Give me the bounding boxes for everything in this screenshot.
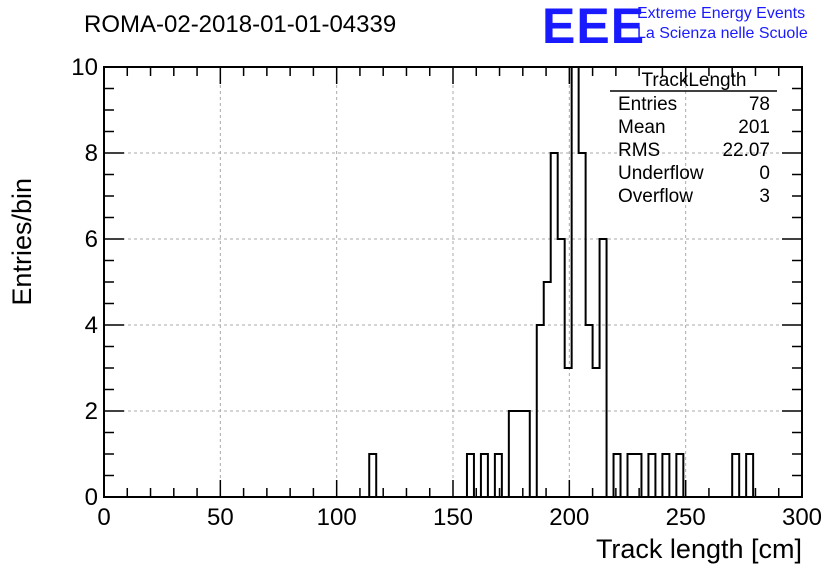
- histogram-line: [104, 66, 802, 498]
- x-tick-label: 50: [207, 504, 234, 531]
- x-tick-label: 250: [666, 504, 706, 531]
- stats-value-mean: 201: [738, 117, 770, 138]
- y-axis-label: Entries/bin: [7, 178, 37, 306]
- stats-label-entries: Entries: [618, 94, 677, 115]
- tick-labels: 0 50 100 150 200 250 300 0 2 4 6 8 10: [71, 54, 822, 531]
- x-axis-label: Track length [cm]: [596, 534, 802, 564]
- eee-subtitle-1: Extreme Energy Events: [637, 5, 805, 22]
- eee-logo: EEE: [542, 0, 645, 54]
- y-tick-label: 4: [85, 312, 98, 339]
- stats-value-rms: 22.07: [722, 140, 770, 161]
- plot-frame: [103, 66, 803, 498]
- y-tick-label: 6: [85, 226, 98, 253]
- x-tick-label: 100: [317, 504, 357, 531]
- stats-box: TrackLength Entries 78 Mean 201 RMS 22.0…: [610, 70, 777, 207]
- y-tick-label: 2: [85, 398, 98, 425]
- stats-label-underflow: Underflow: [618, 163, 704, 184]
- eee-subtitle-2: La Scienza nelle Scuole: [637, 25, 808, 42]
- y-tick-label: 0: [85, 484, 98, 511]
- stats-label-rms: RMS: [618, 140, 660, 161]
- stats-value-overflow: 3: [759, 186, 770, 207]
- stats-title: TrackLength: [642, 70, 747, 91]
- x-tick-label: 300: [782, 504, 822, 531]
- y-tick-label: 8: [85, 140, 98, 167]
- x-tick-label: 150: [433, 504, 473, 531]
- chart-title: ROMA-02-2018-01-01-04339: [84, 11, 396, 38]
- x-tick-label: 0: [97, 504, 110, 531]
- axis-ticks: [103, 66, 803, 498]
- y-tick-label: 10: [71, 54, 98, 81]
- stats-value-underflow: 0: [759, 163, 770, 184]
- grid-lines: [104, 67, 802, 497]
- stats-label-overflow: Overflow: [618, 186, 693, 207]
- x-tick-label: 200: [549, 504, 589, 531]
- stats-value-entries: 78: [749, 94, 770, 115]
- stats-label-mean: Mean: [618, 117, 666, 138]
